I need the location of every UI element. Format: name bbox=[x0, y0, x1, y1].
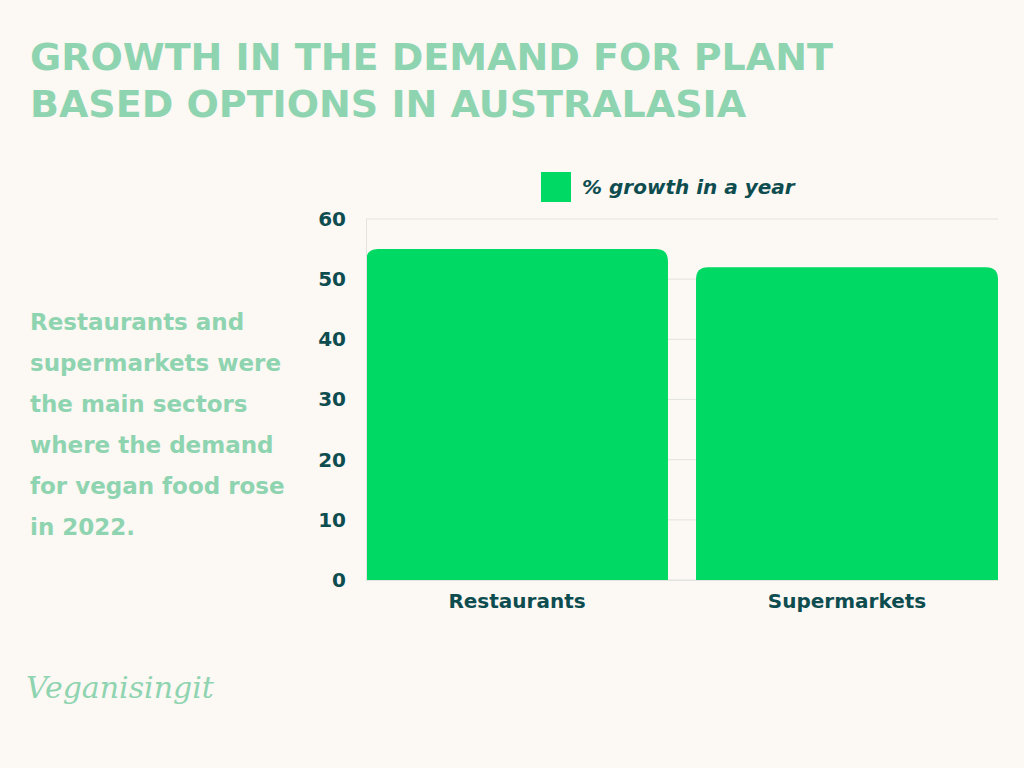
y-tick-label: 30 bbox=[318, 387, 346, 411]
y-tick: 0 bbox=[332, 568, 366, 592]
text-line: GROWTH IN THE DEMAND FOR PLANT bbox=[30, 35, 833, 79]
legend-swatch bbox=[541, 172, 571, 202]
grid-line bbox=[366, 219, 998, 220]
text-line: the main sectors bbox=[30, 391, 247, 417]
text-line: BASED OPTIONS IN AUSTRALASIA bbox=[30, 82, 747, 126]
y-tick: 10 bbox=[318, 508, 366, 532]
y-tick-label: 10 bbox=[318, 508, 346, 532]
grid bbox=[366, 219, 998, 580]
y-tick-label: 50 bbox=[318, 267, 346, 291]
y-axis: 0 10 20 30 40 50 60 bbox=[318, 207, 366, 592]
x-axis-line bbox=[367, 580, 999, 581]
bar bbox=[366, 249, 668, 580]
x-axis: Restaurants Supermarkets bbox=[367, 580, 999, 613]
y-tick: 40 bbox=[318, 327, 366, 351]
y-tick: 60 bbox=[318, 207, 366, 231]
y-tick-label: 0 bbox=[332, 568, 346, 592]
text-line: supermarkets were bbox=[30, 350, 281, 376]
legend: % growth in a year bbox=[541, 172, 796, 202]
text-line: in 2022. bbox=[30, 514, 135, 540]
y-tick: 20 bbox=[318, 448, 366, 472]
y-tick: 30 bbox=[318, 387, 366, 411]
y-tick-label: 60 bbox=[318, 207, 346, 231]
annotation: Restaurants and supermarkets were the main… bbox=[30, 309, 285, 540]
x-tick: Restaurants bbox=[448, 580, 585, 613]
logo: Veganisingit bbox=[26, 670, 215, 705]
background bbox=[0, 0, 1024, 768]
y-tick-label: 20 bbox=[318, 448, 346, 472]
y-tick-label: 40 bbox=[318, 327, 346, 351]
y-axis-line bbox=[366, 220, 367, 581]
x-tick: Supermarkets bbox=[768, 580, 926, 613]
text-line: for vegan food rose bbox=[30, 473, 285, 499]
title: GROWTH IN THE DEMAND FOR PLANTBASED OPTI… bbox=[30, 35, 833, 126]
bar bbox=[696, 267, 998, 580]
text-line: where the demand bbox=[30, 432, 274, 458]
legend-label: % growth in a year bbox=[582, 175, 796, 199]
bars bbox=[366, 249, 998, 580]
x-tick-label: Restaurants bbox=[448, 589, 585, 613]
text-line: Restaurants and bbox=[30, 309, 244, 335]
y-tick: 50 bbox=[318, 267, 366, 291]
x-tick-label: Supermarkets bbox=[768, 589, 926, 613]
chart: GROWTH IN THE DEMAND FOR PLANTBASED OPTI… bbox=[0, 0, 1024, 768]
